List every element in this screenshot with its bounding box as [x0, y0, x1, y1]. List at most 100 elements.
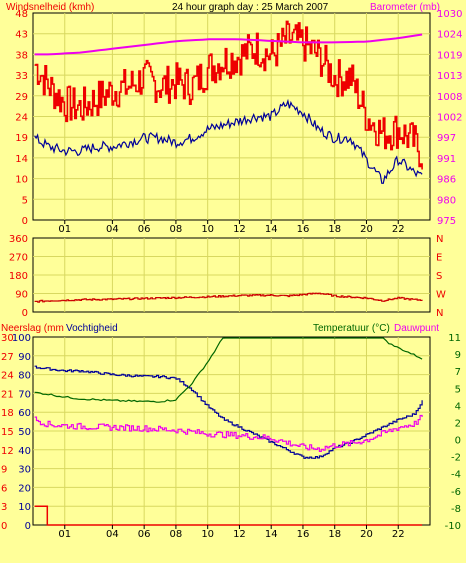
- dewpoint-axis-label: Dauwpunt: [394, 323, 439, 334]
- panel-3-xtick-label-5: 12: [233, 529, 246, 540]
- panel-2-ytick-right-2: S: [436, 271, 442, 282]
- panel-1-ytick-left-2: 10: [15, 175, 28, 186]
- panel-3-ytick-humidity-3: 30: [18, 465, 31, 476]
- humidity-line: [34, 365, 423, 459]
- humidity-axis-label: Vochtigheid: [66, 323, 118, 334]
- panel-3-xtick-label-6: 14: [265, 529, 278, 540]
- panel-3-ytick-humidity-1: 10: [18, 502, 31, 513]
- panel-2-ytick-left-2: 180: [9, 271, 28, 282]
- panel-3-xtick-label-2: 06: [138, 529, 151, 540]
- panel-3-ytick-rain-10: 30: [1, 333, 14, 344]
- panel-3-ytick-humidity-10: 100: [12, 333, 31, 344]
- panel-3-xtick-label-4: 10: [201, 529, 214, 540]
- panel-1-ytick-left-3: 14: [15, 154, 28, 165]
- panel-1-ytick-left-5: 24: [15, 113, 28, 124]
- panel-2-ytick-right-1: W: [436, 290, 446, 301]
- panel-1-ytick-right-6: 1008: [437, 92, 462, 103]
- barometer-axis-label: Barometer (mb): [370, 2, 440, 13]
- barometer-line: [34, 33, 423, 56]
- panel-1-ytick-left-1: 5: [22, 195, 28, 206]
- dewpoint-line: [34, 414, 423, 452]
- panel-1-xtick-label-3: 08: [170, 224, 183, 235]
- panel-3-ytick-temp-3: -4: [451, 470, 461, 481]
- wind-axis-label: Windsnelheid (kmh): [6, 2, 94, 13]
- panel-3-xtick-label-10: 22: [392, 529, 405, 540]
- rain-axis-label: Neerslag (mm: [1, 323, 64, 334]
- panel-1-ytick-left-0: 0: [22, 216, 28, 227]
- panel-1-xtick-label-5: 12: [233, 224, 246, 235]
- panel-3-ytick-temp-4: -2: [451, 453, 461, 464]
- panel-1-xtick-label-4: 10: [201, 224, 214, 235]
- panel-1-ytick-right-1: 980: [437, 195, 456, 206]
- panel-3-ytick-humidity-0: 0: [25, 521, 31, 532]
- panel-1-ytick-left-9: 43: [15, 30, 28, 41]
- panel-3-ytick-rain-5: 15: [1, 427, 14, 438]
- panel-1-xtick-label-6: 14: [265, 224, 278, 235]
- panel-1-xtick-label-7: 16: [297, 224, 310, 235]
- panel-2-ytick-right-3: E: [436, 253, 442, 264]
- panel-3-xtick-label-7: 16: [297, 529, 310, 540]
- rain-line: [34, 505, 423, 526]
- panel-3-ytick-humidity-8: 80: [18, 371, 31, 382]
- panel-1-ytick-right-8: 1019: [437, 50, 462, 61]
- temperature-axis-label: Temperatuur (°C): [313, 323, 390, 334]
- panel-3-ytick-humidity-2: 20: [18, 483, 31, 494]
- panel-3-ytick-rain-3: 9: [1, 465, 7, 476]
- panel-1-xtick-label-10: 22: [392, 224, 405, 235]
- panel-2-ytick-left-1: 90: [15, 290, 28, 301]
- panel-3-ytick-temp-0: -10: [445, 521, 461, 532]
- panel-3-ytick-temp-11: 11: [448, 333, 461, 344]
- panel-1-ytick-left-10: 48: [15, 9, 28, 20]
- panel-1-ytick-right-4: 997: [437, 133, 456, 144]
- panel-2-ytick-left-0: 0: [22, 308, 28, 319]
- panel-1-xtick-label-9: 20: [360, 224, 373, 235]
- chart-title: 24 hour graph day : 25 March 2007: [172, 2, 329, 13]
- panel-3-ytick-humidity-5: 50: [18, 427, 31, 438]
- wind-speed-line: [34, 20, 423, 170]
- panel-3-ytick-temp-9: 7: [455, 367, 461, 378]
- panel-3-ytick-temp-7: 4: [455, 401, 461, 412]
- panel-3-xtick-label-9: 20: [360, 529, 373, 540]
- panel-3-ytick-rain-7: 21: [1, 389, 14, 400]
- panel-2-ytick-right-4: N: [436, 234, 443, 245]
- temperature-line: [34, 337, 423, 403]
- panel-1-ytick-right-0: 975: [437, 216, 456, 227]
- panel-3-ytick-rain-4: 12: [1, 446, 14, 457]
- panel-1-ytick-left-7: 33: [15, 71, 28, 82]
- panel-1-ytick-right-2: 986: [437, 175, 456, 186]
- panel-3-ytick-humidity-6: 60: [18, 408, 31, 419]
- panel-3-ytick-rain-1: 3: [1, 502, 7, 513]
- panel-1-ytick-left-8: 38: [15, 50, 28, 61]
- panel-1-xtick-label-2: 06: [138, 224, 151, 235]
- panel-3-ytick-temp-5: 0: [455, 436, 461, 447]
- panel-1-xtick-label-8: 18: [328, 224, 341, 235]
- panel-3-ytick-humidity-4: 40: [18, 446, 31, 457]
- panel-3-xtick-label-8: 18: [328, 529, 341, 540]
- panel-2-ytick-right-0: N: [436, 308, 443, 319]
- panel-3-ytick-temp-2: -6: [451, 487, 461, 498]
- panel-1-xtick-label-1: 04: [106, 224, 119, 235]
- panel-1-ytick-right-10: 1030: [437, 9, 462, 20]
- panel-3-ytick-humidity-7: 70: [18, 389, 31, 400]
- panel-1-ytick-right-9: 1024: [437, 30, 462, 41]
- panel-3-ytick-temp-6: 2: [455, 418, 461, 429]
- panel-1-ytick-right-3: 991: [437, 154, 456, 165]
- panel-3-ytick-temp-1: -8: [451, 504, 461, 515]
- panel-3-ytick-rain-9: 27: [1, 352, 14, 363]
- panel-3-ytick-rain-0: 0: [1, 521, 7, 532]
- wind-average-line: [34, 98, 423, 184]
- panel-3-ytick-temp-10: 9: [455, 350, 461, 361]
- panel-3-ytick-temp-8: 5: [455, 384, 461, 395]
- panel-1-xtick-label-0: 01: [58, 224, 71, 235]
- panel-3-xtick-label-1: 04: [106, 529, 119, 540]
- panel-1-ytick-left-6: 29: [15, 92, 28, 103]
- panel-1-ytick-right-5: 1002: [437, 113, 462, 124]
- panel-3-ytick-rain-6: 18: [1, 408, 14, 419]
- panel-1-ytick-right-7: 1013: [437, 71, 462, 82]
- panel-2-ytick-left-4: 360: [9, 234, 28, 245]
- panel-1-ytick-left-4: 19: [15, 133, 28, 144]
- panel-3-ytick-humidity-9: 90: [18, 352, 31, 363]
- panel-3-ytick-rain-8: 24: [1, 371, 14, 382]
- panel-3-xtick-label-3: 08: [170, 529, 183, 540]
